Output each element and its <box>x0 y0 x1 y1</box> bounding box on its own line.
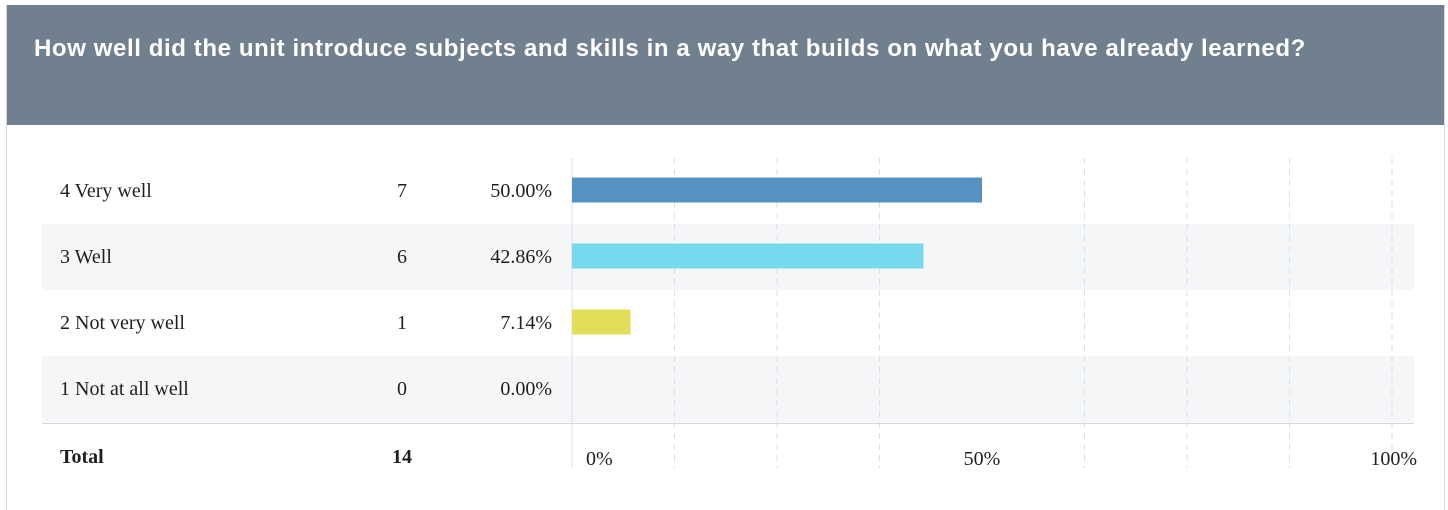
row-percent: 7.14% <box>500 312 552 334</box>
row-label: 2 Not very well <box>60 312 185 334</box>
table-row-bg <box>42 356 1414 422</box>
row-count: 1 <box>397 312 407 334</box>
question-header: How well did the unit introduce subjects… <box>7 5 1444 125</box>
bar <box>572 177 982 203</box>
total-count: 14 <box>392 446 412 468</box>
results-table: 0% 50% 100% 4 Very well 7 50.00% 3 Well 6 … <box>42 158 1417 503</box>
row-count: 6 <box>397 246 407 268</box>
row-label: 4 Very well <box>60 180 152 202</box>
row-label: 3 Well <box>60 246 112 268</box>
x-tick-label: 0% <box>586 448 613 470</box>
bar-chart: 0% 50% 100% <box>571 158 1417 470</box>
bar <box>572 309 631 335</box>
row-percent: 42.86% <box>490 246 552 268</box>
row-count: 7 <box>397 180 407 202</box>
row-label: 1 Not at all well <box>60 378 189 400</box>
total-label: Total <box>60 446 104 468</box>
row-count: 0 <box>397 378 407 400</box>
x-tick-label: 50% <box>964 448 1001 470</box>
bar <box>572 243 924 269</box>
x-tick-label: 100% <box>1370 448 1417 470</box>
question-title: How well did the unit introduce subjects… <box>34 35 1306 62</box>
table-baseline <box>42 423 1414 424</box>
row-percent: 0.00% <box>500 378 552 400</box>
question-card: How well did the unit introduce subjects… <box>6 5 1445 510</box>
row-percent: 50.00% <box>490 180 552 202</box>
